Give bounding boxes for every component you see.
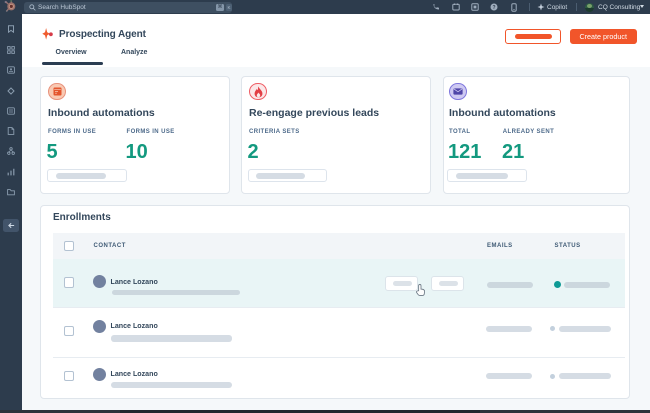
svg-text:?: ? [492,5,495,11]
